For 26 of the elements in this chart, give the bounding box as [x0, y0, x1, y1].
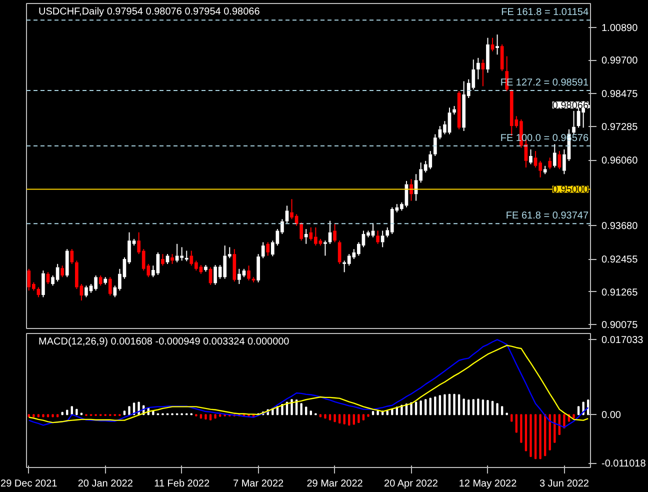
x-tick-label: 12 May 2022 [458, 478, 518, 490]
x-tick-label: 20 Jan 2022 [78, 478, 134, 490]
y-tick-label: 0.98475 [602, 89, 638, 100]
x-tick-label: 3 Jun 2022 [539, 478, 590, 490]
x-tick-label: 29 Mar 2022 [306, 478, 364, 490]
ref-line-label: 0.95000 [552, 184, 589, 196]
y-tick-label: 0.91265 [602, 287, 638, 298]
y-tick-label: 0.90075 [602, 320, 638, 332]
y-tick-label: 1.00890 [602, 22, 638, 34]
y-tick-label: 0.00 [602, 410, 622, 422]
ref-line-label: FE 161.8 = 1.01154 [501, 7, 589, 18]
x-tick-label: 29 Dec 2021 [0, 478, 58, 490]
y-tick-label: -0.011018 [602, 458, 646, 470]
annotation: 0.98066 [552, 100, 589, 112]
ref-line-label: FE 61.8 = 0.93747 [506, 210, 589, 222]
y-tick-label: 0.92455 [602, 254, 638, 266]
x-tick-label: 7 Mar 2022 [233, 478, 284, 490]
x-tick-label: 20 Apr 2022 [384, 478, 438, 490]
chart-title: USDCHF,Daily 0.97954 0.98076 0.97954 0.98066 [38, 6, 260, 18]
y-tick-label: 0.017033 [602, 335, 644, 346]
y-tick-label: 0.97285 [602, 122, 638, 133]
x-tick-label: 11 Feb 2022 [154, 478, 210, 490]
y-tick-label: 0.96060 [602, 156, 638, 167]
y-tick-label: 0.99700 [602, 56, 638, 67]
y-tick-label: 0.93680 [602, 220, 638, 232]
chart-title: MACD(12,26,9) 0.001608 -0.000949 0.003324 0.000000 [38, 336, 290, 348]
